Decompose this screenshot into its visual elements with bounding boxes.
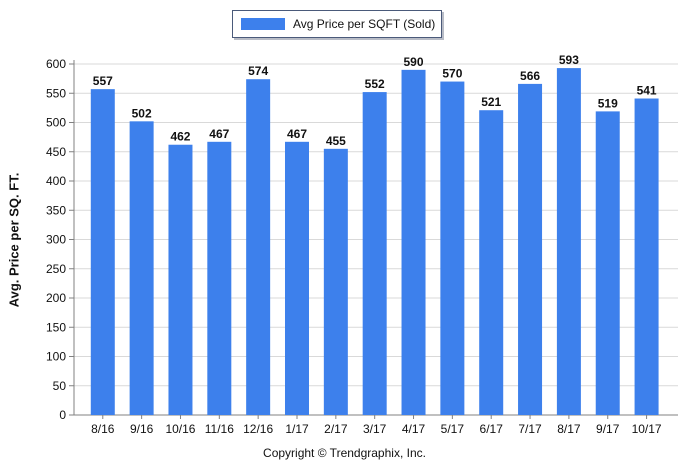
data-label: 574	[248, 64, 268, 78]
bar	[284, 141, 309, 415]
y-tick-label: 300	[46, 233, 66, 247]
x-tick-label: 4/17	[402, 422, 426, 436]
data-label: 541	[637, 84, 657, 98]
bar	[479, 110, 504, 415]
data-label: 590	[404, 55, 424, 69]
x-tick-label: 5/17	[441, 422, 465, 436]
x-tick-label: 9/17	[596, 422, 620, 436]
bar	[90, 89, 115, 415]
y-tick-label: 400	[46, 174, 66, 188]
bar	[323, 148, 348, 415]
bar	[518, 83, 543, 415]
legend-label: Avg Price per SQFT (Sold)	[293, 17, 436, 31]
chart-legend: Avg Price per SQFT (Sold)	[232, 10, 442, 38]
y-tick-label: 550	[46, 86, 66, 100]
data-label: 557	[93, 74, 113, 88]
x-tick-label: 2/17	[324, 422, 348, 436]
y-tick-label: 250	[46, 262, 66, 276]
y-tick-label: 150	[46, 320, 66, 334]
x-tick-label: 8/17	[557, 422, 581, 436]
data-label: 462	[170, 130, 190, 144]
x-tick-label: 11/16	[205, 422, 234, 436]
x-tick-label: 1/17	[285, 422, 309, 436]
y-tick-label: 200	[46, 291, 66, 305]
y-axis-title: Avg. Price per SQ. FT.	[6, 172, 22, 308]
y-tick-label: 50	[53, 379, 67, 393]
data-label: 455	[326, 134, 346, 148]
legend-swatch	[241, 18, 285, 30]
data-label: 502	[132, 106, 152, 120]
y-tick-label: 350	[46, 203, 66, 217]
data-label: 467	[287, 127, 307, 141]
x-tick-label: 7/17	[518, 422, 542, 436]
x-tick-label: 10/17	[632, 422, 662, 436]
data-label: 467	[209, 127, 229, 141]
x-tick-label: 10/16	[165, 422, 195, 436]
bar	[401, 69, 426, 415]
data-label: 570	[442, 67, 462, 81]
x-tick-label: 12/16	[243, 422, 273, 436]
x-tick-label: 8/16	[91, 422, 115, 436]
y-tick-label: 0	[59, 408, 66, 422]
data-label: 593	[559, 53, 579, 67]
y-tick-label: 500	[46, 116, 66, 130]
bar	[246, 79, 271, 416]
bar	[207, 141, 232, 415]
bar	[362, 92, 387, 415]
x-tick-label: 9/16	[130, 422, 154, 436]
bar	[168, 144, 193, 416]
bar	[595, 111, 620, 415]
bar	[129, 121, 154, 415]
y-tick-label: 450	[46, 145, 66, 159]
bar	[556, 68, 581, 415]
data-label: 521	[481, 95, 501, 109]
x-tick-label: 3/17	[363, 422, 387, 436]
data-label: 519	[598, 96, 618, 110]
y-tick-label: 600	[46, 57, 66, 71]
x-tick-label: 6/17	[480, 422, 504, 436]
data-label: 552	[365, 77, 385, 91]
bar	[440, 81, 465, 416]
copyright-text: Copyright © Trendgraphix, Inc.	[263, 446, 426, 460]
bar	[634, 98, 659, 415]
y-tick-label: 100	[46, 350, 66, 364]
data-label: 566	[520, 69, 540, 83]
